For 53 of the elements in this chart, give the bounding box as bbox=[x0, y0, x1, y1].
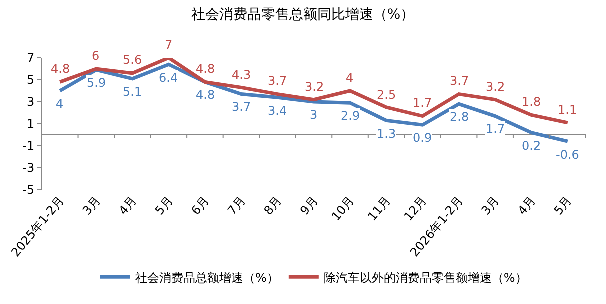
x-tick-label: 4月 bbox=[515, 194, 538, 218]
data-label: 5.9 bbox=[87, 76, 106, 90]
data-label: 7 bbox=[165, 38, 173, 52]
x-tick-label: 12月 bbox=[401, 194, 430, 224]
x-tick-label: 5月 bbox=[152, 194, 176, 218]
x-tick-label: 7月 bbox=[225, 194, 248, 218]
legend-label: 除汽车以外的消费品零售额增速（%） bbox=[324, 270, 528, 285]
x-tick-label: 10月 bbox=[328, 194, 358, 224]
data-label: 6.4 bbox=[159, 71, 178, 85]
x-tick-label: 11月 bbox=[365, 194, 394, 224]
data-label: 0.2 bbox=[522, 139, 542, 153]
data-label: 3.4 bbox=[268, 104, 288, 118]
data-label: 2.8 bbox=[450, 110, 470, 124]
x-tick-label: 6月 bbox=[188, 194, 212, 218]
data-label: 0.9 bbox=[413, 131, 432, 145]
x-tick-label: 5月 bbox=[551, 194, 575, 218]
data-label: 3.7 bbox=[232, 100, 252, 114]
data-label: 2.9 bbox=[341, 109, 360, 123]
y-tick-label: 1 bbox=[26, 117, 35, 132]
data-label: 1.7 bbox=[413, 96, 432, 110]
data-label: 4.8 bbox=[196, 88, 216, 102]
y-tick-label: -5 bbox=[22, 183, 35, 198]
data-label: 3.7 bbox=[450, 74, 470, 88]
data-label: 6 bbox=[92, 49, 100, 63]
data-label: -0.6 bbox=[556, 148, 580, 162]
y-tick-label: 7 bbox=[26, 51, 35, 66]
x-tick-label: 3月 bbox=[80, 194, 104, 218]
y-tick-label: -1 bbox=[22, 139, 35, 154]
data-label: 2.5 bbox=[377, 88, 396, 102]
chart-title: 社会消费品零售总额同比增速（%） bbox=[191, 6, 415, 23]
data-label: 3.2 bbox=[305, 80, 324, 94]
y-tick-label: 3 bbox=[26, 95, 35, 110]
data-label: 1.7 bbox=[486, 122, 506, 136]
x-tick-label: 3月 bbox=[478, 194, 502, 218]
data-label: 4.8 bbox=[196, 62, 216, 76]
data-label: 3 bbox=[310, 108, 318, 122]
x-tick-label: 8月 bbox=[261, 194, 285, 218]
data-label: 3.7 bbox=[268, 74, 288, 88]
data-label: 3.2 bbox=[486, 80, 506, 94]
legend-label: 社会消费品总额增速（%） bbox=[136, 270, 279, 285]
data-label: 1.1 bbox=[558, 103, 578, 117]
data-label: 5.6 bbox=[123, 53, 142, 67]
data-label: 1.8 bbox=[522, 95, 542, 109]
data-label: 4 bbox=[346, 71, 354, 85]
data-label: 1.3 bbox=[377, 127, 396, 141]
data-label: 4.8 bbox=[51, 62, 70, 76]
y-tick-label: 5 bbox=[26, 73, 35, 88]
data-label: 5.1 bbox=[123, 85, 142, 99]
x-tick-label: 9月 bbox=[298, 194, 321, 218]
y-tick-label: -3 bbox=[22, 161, 35, 176]
data-label: 4.3 bbox=[232, 68, 252, 82]
x-tick-label: 4月 bbox=[116, 194, 140, 218]
data-label: 4 bbox=[56, 97, 64, 111]
